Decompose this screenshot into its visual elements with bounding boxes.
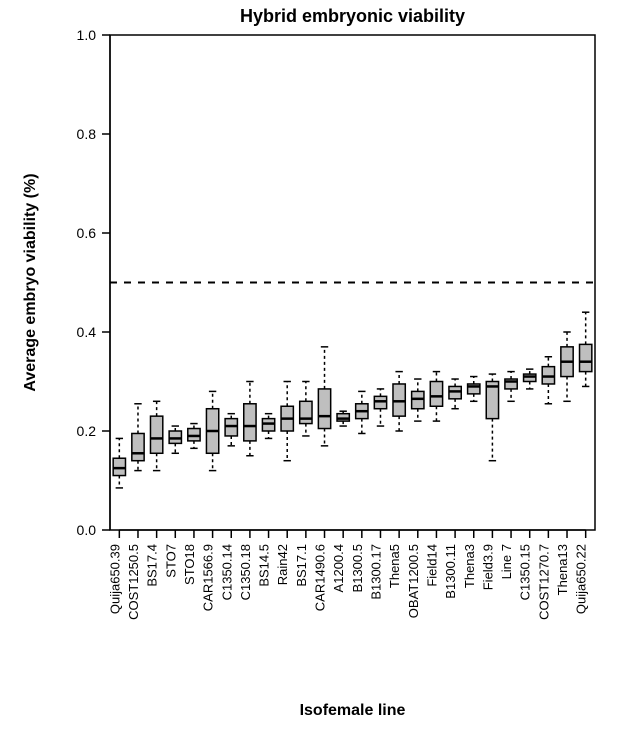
xtick-label: BS17.4 xyxy=(145,544,160,587)
xtick-label: B1300.5 xyxy=(350,544,365,592)
box xyxy=(244,404,256,441)
xtick-label: B1300.17 xyxy=(368,544,383,600)
box xyxy=(318,389,330,429)
chart-svg: 0.0 0.2 0.4 0.6 0.8 1.0 Quija650.39 COST1250.5 B… xyxy=(0,0,628,747)
xtick-label: C1350.18 xyxy=(238,544,253,600)
xtick-label: Field14 xyxy=(424,544,439,587)
xtick-label: A1200.4 xyxy=(331,544,346,592)
ytick-label: 0.2 xyxy=(77,423,97,439)
xtick-label: CAR1566.9 xyxy=(201,544,216,611)
box xyxy=(300,401,312,423)
ytick-label: 1.0 xyxy=(77,27,97,43)
xtick-label: C1350.15 xyxy=(518,544,533,600)
xtick-label: Thena3 xyxy=(462,544,477,588)
box xyxy=(150,416,162,453)
xtick-label: Field3.9 xyxy=(480,544,495,590)
xtick-label: Line 7 xyxy=(499,544,514,579)
xtick-label: STO18 xyxy=(182,544,197,585)
xtick-label: Quija650.22 xyxy=(574,544,589,614)
box xyxy=(430,382,442,407)
xtick-label: COST1250.5 xyxy=(126,544,141,620)
y-axis-label: Average embryo viability (%) xyxy=(22,173,39,391)
xtick-label: COST1270.7 xyxy=(536,544,551,620)
ytick-label: 0.6 xyxy=(77,225,97,241)
xtick-label: Thena13 xyxy=(555,544,570,595)
chart-title: Hybrid embryonic viability xyxy=(240,6,465,26)
xtick-label: Rain42 xyxy=(275,544,290,585)
xtick-label: C1350.14 xyxy=(219,544,234,600)
xtick-label: BS17.1 xyxy=(294,544,309,587)
xtick-label: Thena5 xyxy=(387,544,402,588)
xtick-label: Quija650.39 xyxy=(107,544,122,614)
ytick-label: 0.0 xyxy=(77,522,97,538)
ytick-label: 0.4 xyxy=(77,324,97,340)
x-axis-label: Isofemale line xyxy=(300,702,406,719)
box xyxy=(132,433,144,460)
boxplot-chart: 0.0 0.2 0.4 0.6 0.8 1.0 Quija650.39 COST1250.5 B… xyxy=(0,0,628,747)
xtick-label: OBAT1200.5 xyxy=(406,544,421,618)
xtick-label: CAR1490.6 xyxy=(313,544,328,611)
box xyxy=(580,344,592,371)
ytick-label: 0.8 xyxy=(77,126,97,142)
xtick-label: B1300.11 xyxy=(443,544,458,599)
xtick-label: BS14.5 xyxy=(257,544,272,587)
xtick-label: STO7 xyxy=(163,544,178,578)
